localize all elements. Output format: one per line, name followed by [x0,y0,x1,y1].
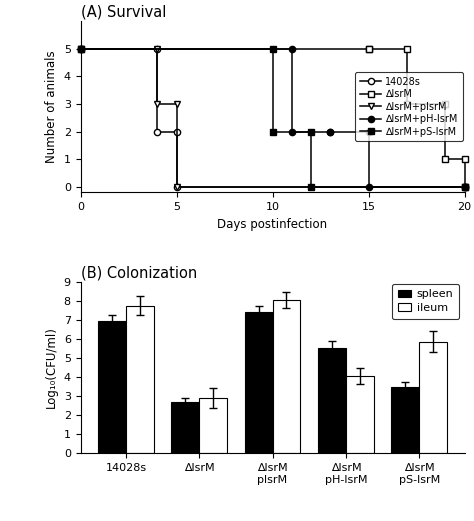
∆lsrM+pS-lsrM [308,184,314,190]
Y-axis label: Number of animals: Number of animals [45,51,58,163]
Bar [126,305,154,453]
Bar [318,349,346,453]
∆lsrM [78,45,83,52]
14028s [462,184,467,190]
∆lsrM [365,45,371,52]
14028s [155,128,160,134]
Line: ∆lsrM: ∆lsrM [77,45,468,190]
∆lsrM [442,101,448,107]
14028s [173,184,179,190]
Bar [392,388,419,453]
∆lsrM+pS-lsrM [308,128,314,134]
Line: ∆lsrM+pH-lsrM: ∆lsrM+pH-lsrM [77,45,468,190]
∆lsrM [404,45,410,52]
Bar [199,398,227,453]
∆lsrM+pS-lsrM [270,128,275,134]
∆lsrM+pS-lsrM [270,45,275,52]
Line: ∆lsrM+plsrM: ∆lsrM+plsrM [77,45,468,190]
Line: ∆lsrM+pS-lsrM: ∆lsrM+pS-lsrM [77,45,468,190]
Y-axis label: Log₁₀(CFU/ml): Log₁₀(CFU/ml) [45,327,58,408]
∆lsrM+plsrM [155,101,160,107]
Bar [273,300,301,453]
Text: (A) Survival: (A) Survival [81,5,166,20]
∆lsrM+plsrM [173,184,179,190]
∆lsrM+pH-lsrM [289,45,294,52]
Bar [245,312,273,453]
∆lsrM+plsrM [173,101,179,107]
X-axis label: Days postinfection: Days postinfection [218,218,328,231]
∆lsrM+plsrM [155,45,160,52]
Bar [346,376,374,453]
Bar [98,321,126,453]
∆lsrM [404,101,410,107]
∆lsrM+pH-lsrM [365,128,371,134]
∆lsrM+plsrM [462,184,467,190]
∆lsrM+pH-lsrM [78,45,83,52]
∆lsrM+pH-lsrM [327,128,333,134]
∆lsrM+pS-lsrM [462,184,467,190]
Legend: spleen, ileum: spleen, ileum [392,284,459,319]
14028s [173,128,179,134]
∆lsrM [462,184,467,190]
∆lsrM+plsrM [78,45,83,52]
14028s [78,45,83,52]
14028s [155,45,160,52]
∆lsrM [365,45,371,52]
∆lsrM+pH-lsrM [327,128,333,134]
∆lsrM+pH-lsrM [462,184,467,190]
∆lsrM+pS-lsrM [78,45,83,52]
Bar [172,402,199,453]
∆lsrM+pH-lsrM [365,184,371,190]
Bar [419,342,447,453]
∆lsrM+pH-lsrM [289,128,294,134]
∆lsrM [462,156,467,163]
Legend: 14028s, ∆lsrM, ∆lsrM+plsrM, ∆lsrM+pH-lsrM, ∆lsrM+pS-lsrM: 14028s, ∆lsrM, ∆lsrM+plsrM, ∆lsrM+pH-lsr… [355,72,463,141]
∆lsrM [442,156,448,163]
Text: (B) Colonization: (B) Colonization [81,266,197,280]
Line: 14028s: 14028s [77,45,468,190]
